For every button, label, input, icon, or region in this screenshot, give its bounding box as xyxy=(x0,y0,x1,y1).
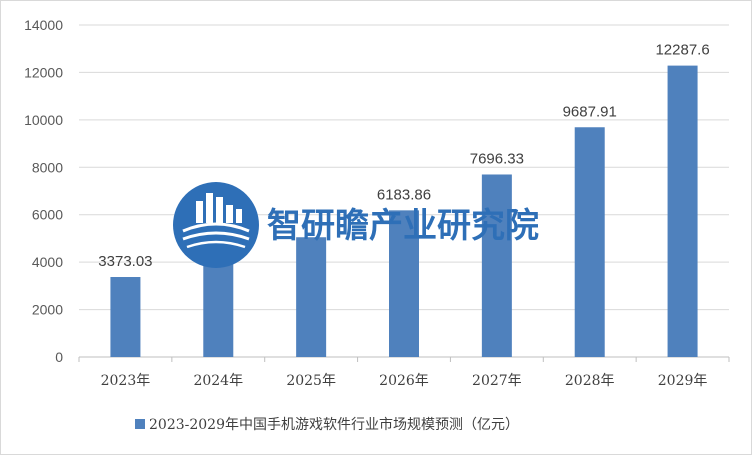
x-tick-label: 2025年 xyxy=(286,373,336,389)
y-tick-label: 12000 xyxy=(24,64,63,80)
data-label: 7696.33 xyxy=(470,150,524,167)
bar xyxy=(110,277,141,357)
x-tick-label: 2029年 xyxy=(658,373,708,389)
y-tick-label: 0 xyxy=(55,349,63,365)
y-tick-label: 14000 xyxy=(24,17,63,33)
y-tick-label: 6000 xyxy=(32,207,63,223)
city-skyline-book-logo-icon xyxy=(173,182,259,268)
x-tick-label: 2027年 xyxy=(472,373,522,389)
bar xyxy=(296,237,327,357)
data-label: 6183.86 xyxy=(377,186,431,203)
data-label: 3373.03 xyxy=(98,253,152,270)
data-labels: 3373.03 6183.86 7696.33 9687.91 12287.6 xyxy=(98,42,709,270)
legend: 2023-2029年中国手机游戏软件行业市场规模预测（亿元） xyxy=(135,416,519,433)
data-label: 12287.6 xyxy=(655,42,709,59)
data-label: 9687.91 xyxy=(563,103,617,120)
bar xyxy=(667,65,698,358)
bar xyxy=(574,127,605,357)
y-tick-label: 8000 xyxy=(32,159,63,175)
bar xyxy=(389,210,419,357)
watermark-text: 智研瞻产业研究院 xyxy=(267,206,539,246)
bars xyxy=(110,65,698,358)
x-axis-ticks: 2023年 2024年 2025年 2026年 2027年 2028年 2029年 xyxy=(101,373,708,389)
y-tick-label: 4000 xyxy=(32,254,63,270)
x-tick-label: 2026年 xyxy=(379,373,429,389)
x-tick-label: 2023年 xyxy=(101,373,151,389)
legend-label: 2023-2029年中国手机游戏软件行业市场规模预测（亿元） xyxy=(149,416,519,433)
y-tick-label: 2000 xyxy=(32,302,63,318)
watermark: 智研瞻产业研究院 xyxy=(173,182,539,268)
bar xyxy=(203,255,234,357)
y-axis-ticks: 0 2000 4000 6000 8000 10000 12000 14000 xyxy=(24,17,63,365)
y-tick-label: 10000 xyxy=(24,112,63,128)
x-tick-label: 2024年 xyxy=(193,373,243,389)
x-tick-label: 2028年 xyxy=(565,373,615,389)
bar xyxy=(481,174,512,357)
legend-swatch xyxy=(135,419,145,429)
